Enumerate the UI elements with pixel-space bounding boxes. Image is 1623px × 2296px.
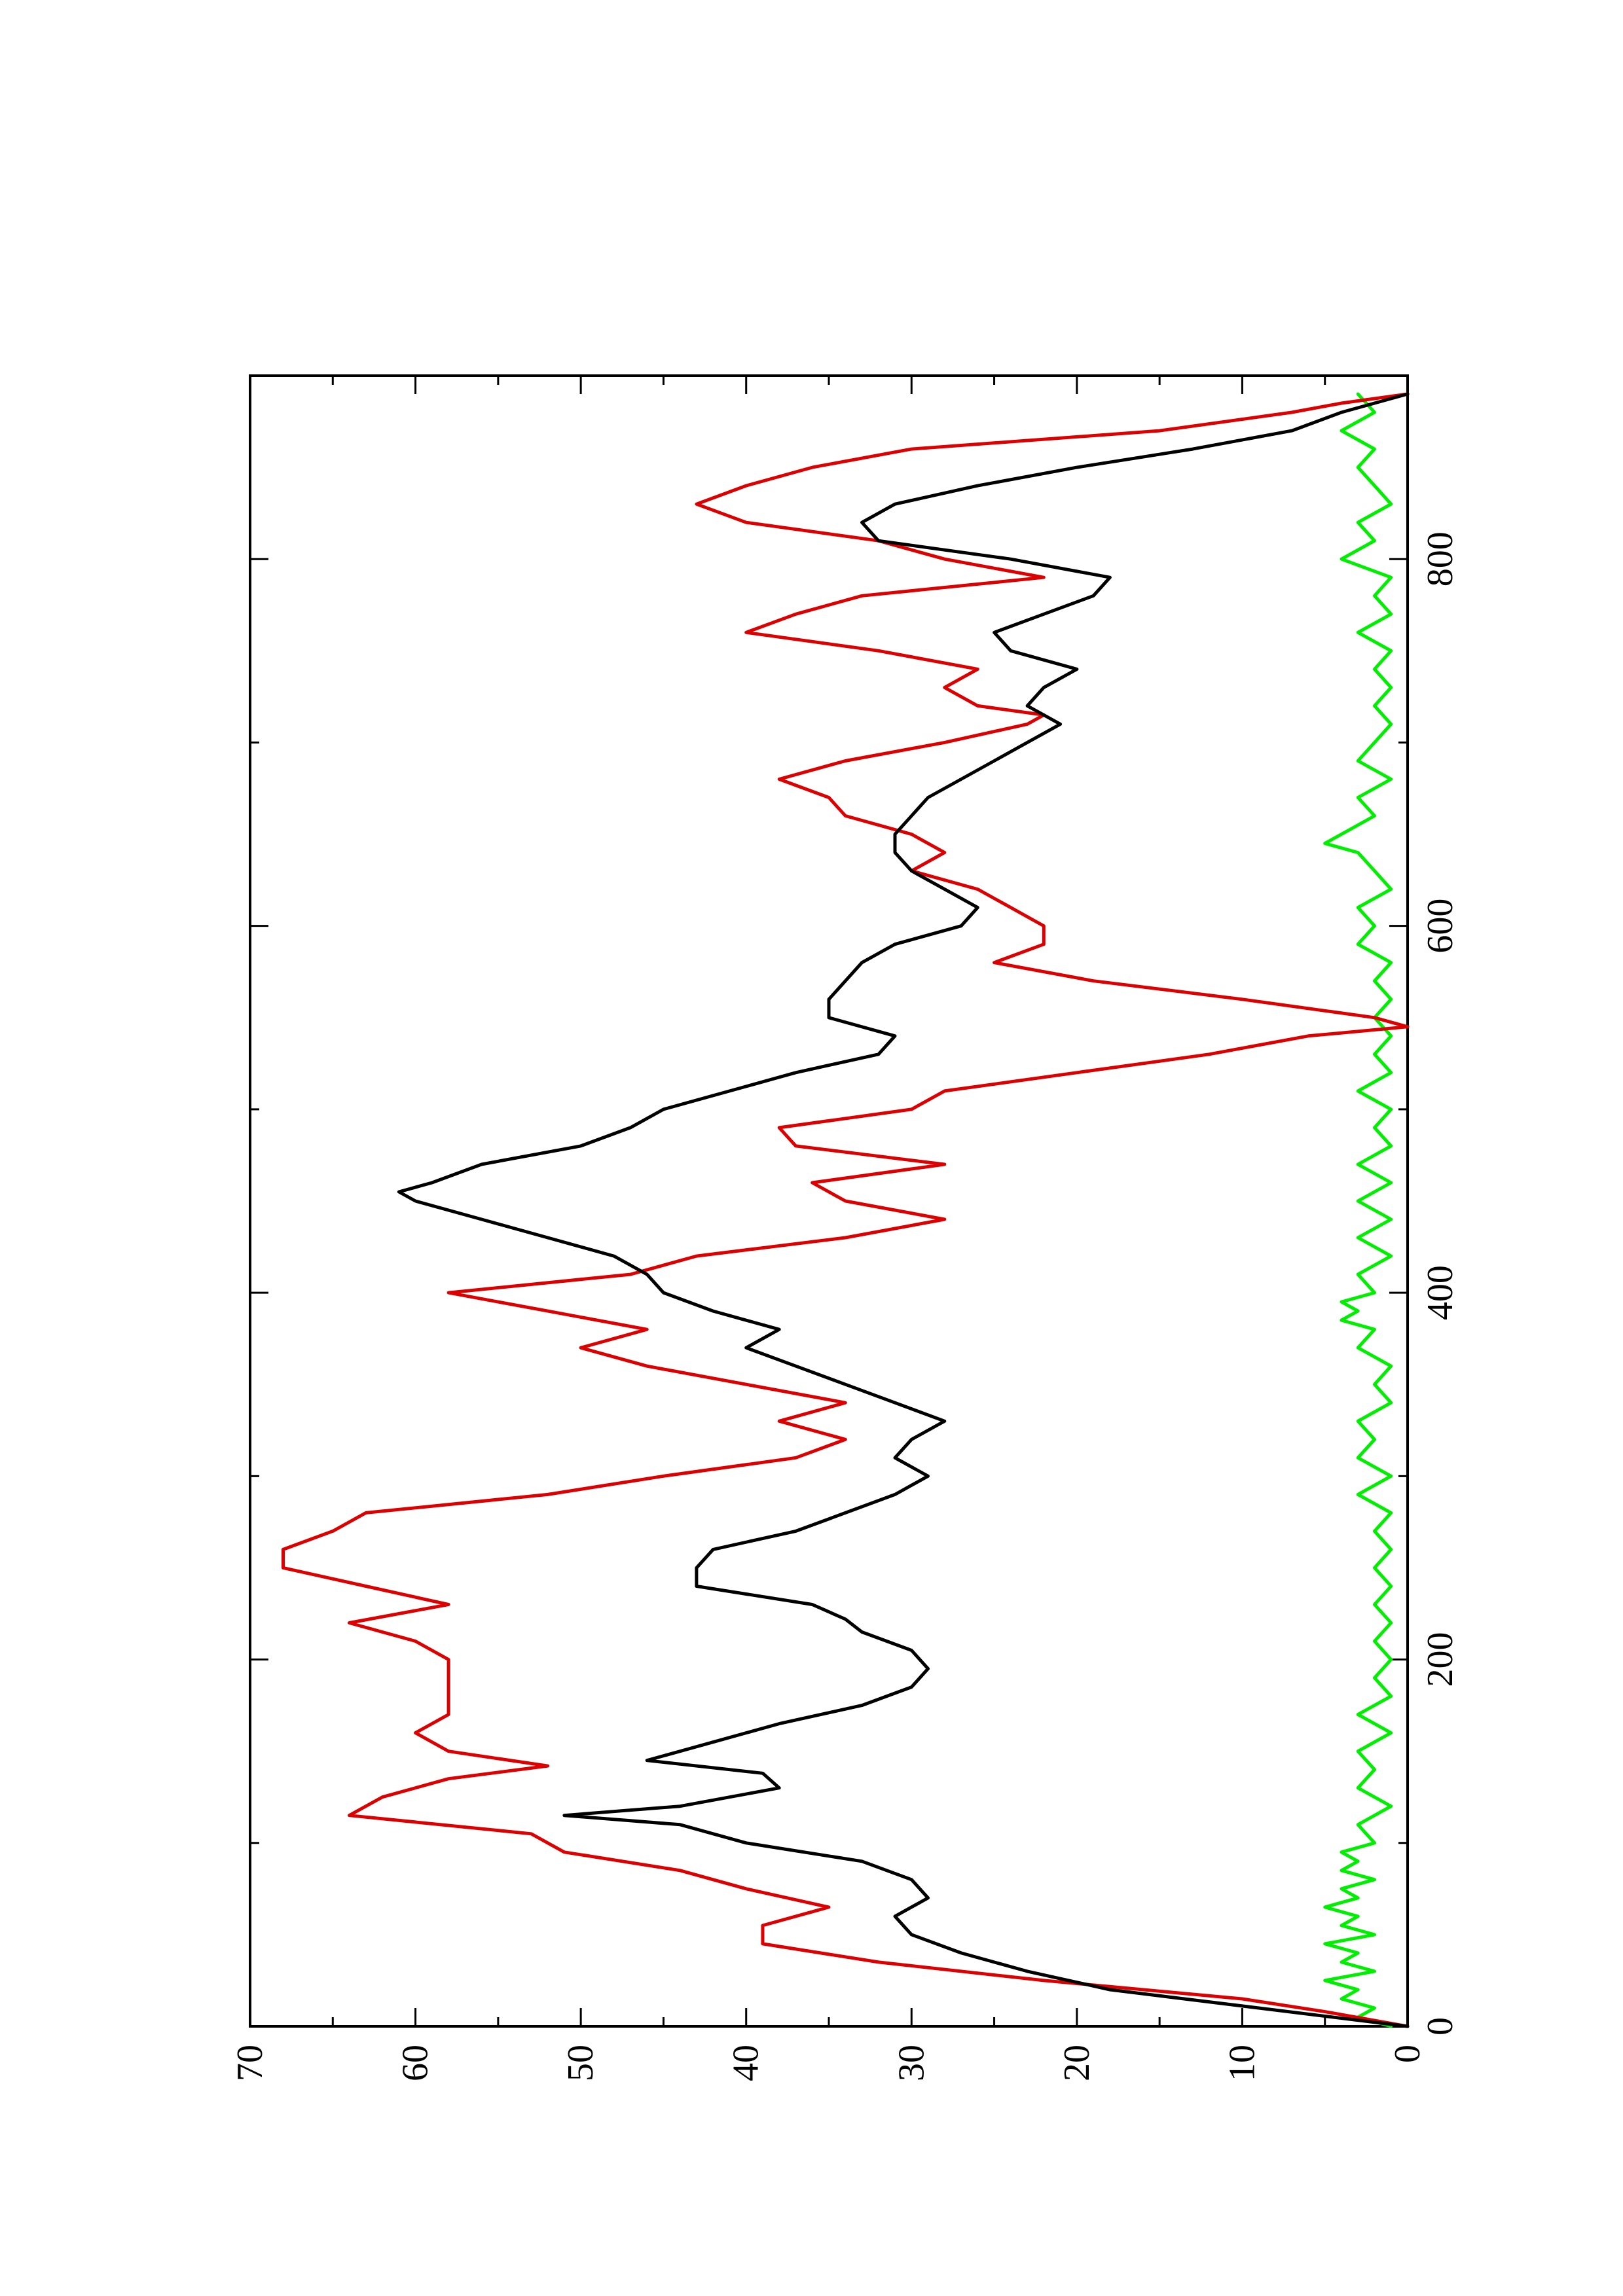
series-line-green <box>1323 392 1393 2028</box>
y-tick-label: 10 <box>1222 2045 1262 2081</box>
y-tick-label: 70 <box>230 2045 270 2081</box>
x-tick-label: 400 <box>1420 1265 1461 1320</box>
y-tick-label: 40 <box>726 2045 767 2081</box>
tick-layer <box>249 376 1409 2028</box>
series-layer <box>282 392 1410 2028</box>
series-line-red <box>282 392 1410 2028</box>
x-tick-label: 600 <box>1420 899 1461 954</box>
y-tick-label: 20 <box>1057 2045 1097 2081</box>
y-tick-label: 50 <box>560 2045 601 2081</box>
x-tick-label: 0 <box>1420 2017 1461 2036</box>
y-tick-label: 60 <box>395 2045 436 2081</box>
x-tick-label: 200 <box>1420 1632 1461 1687</box>
tick-label-layer: 0 200 400 600 800 0 10 20 30 40 50 60 70 <box>230 531 1461 2081</box>
y-tick-label: 0 <box>1387 2045 1428 2063</box>
x-tick-label: 800 <box>1420 531 1461 586</box>
plot-area <box>249 374 1410 2028</box>
y-tick-label: 30 <box>891 2045 932 2081</box>
series-line-black <box>397 392 1410 2028</box>
axis-frame <box>249 374 1409 2028</box>
